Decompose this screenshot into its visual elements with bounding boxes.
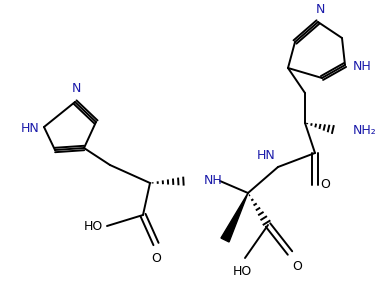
Text: HO: HO [232, 265, 251, 278]
Text: HN: HN [256, 149, 275, 162]
Text: NH₂: NH₂ [353, 124, 377, 137]
Text: O: O [151, 252, 161, 265]
Text: N: N [71, 82, 81, 95]
Text: NH: NH [204, 175, 223, 187]
Text: HN: HN [20, 122, 39, 134]
Polygon shape [221, 193, 248, 242]
Text: HO: HO [84, 219, 103, 232]
Text: O: O [292, 260, 302, 273]
Text: O: O [320, 179, 330, 192]
Text: N: N [315, 3, 325, 16]
Text: NH: NH [353, 60, 372, 73]
